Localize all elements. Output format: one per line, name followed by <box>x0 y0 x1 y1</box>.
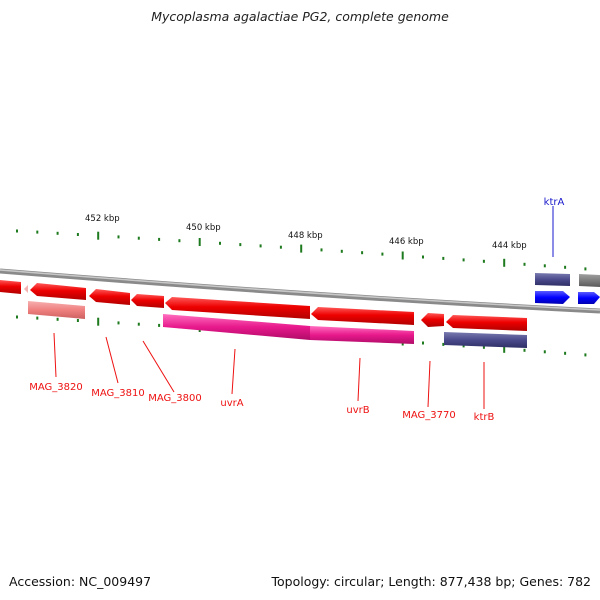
lower-tick-mark <box>523 348 526 352</box>
upper-tick-mark <box>320 248 323 252</box>
upper-tick-mark <box>16 229 18 233</box>
MAG_3820-gene[interactable] <box>30 283 86 300</box>
upper-tick-mark <box>381 252 384 256</box>
lower-tick-mark <box>422 341 424 345</box>
upper-tick-mark <box>117 235 120 239</box>
ktrB-gene[interactable] <box>446 315 527 331</box>
lower-tick-mark <box>117 321 120 325</box>
forward-gene-blue-2[interactable] <box>578 292 600 304</box>
MAG_3820-label: MAG_3820 <box>29 382 83 393</box>
lower-tick-mark <box>137 322 140 326</box>
lower-tick-mark <box>482 345 485 349</box>
lower-tick-mark <box>97 317 100 326</box>
upper-tick-mark <box>97 231 100 240</box>
upper-tick-mark <box>361 251 364 255</box>
genome-stats-text: Topology: circular; Length: 877,438 bp; … <box>271 574 592 589</box>
lower-tick-mark <box>503 344 506 353</box>
upper-tick-mark <box>219 241 221 245</box>
upper-tick-mark <box>198 238 201 246</box>
lower-tick-mark <box>56 317 59 321</box>
uvrA-feature[interactable] <box>163 314 310 340</box>
upper-tick-mark <box>300 244 303 253</box>
ktrA-label: ktrA <box>544 197 565 208</box>
upper-tick-mark <box>340 249 343 253</box>
uvrA-gene[interactable] <box>165 297 310 319</box>
lower-tick-mark <box>16 315 18 319</box>
kbp-label-452: 452 kbp <box>85 214 120 224</box>
map-title: Mycoplasma agalactiae PG2, complete geno… <box>151 9 449 24</box>
lower-tick-mark <box>462 344 465 348</box>
uvrA-callout-line <box>231 348 236 395</box>
upper-tick-mark <box>239 243 242 247</box>
MAG_3800-gene[interactable] <box>131 294 164 308</box>
MAG_3810-gene[interactable] <box>89 289 130 305</box>
upper-tick-mark <box>76 233 79 236</box>
kbp-label-450: 450 kbp <box>186 223 221 233</box>
lower-tick-mark <box>543 350 546 354</box>
upper-tick-mark <box>482 259 485 263</box>
upper-tick-mark <box>564 265 567 269</box>
MAG_3770-label: MAG_3770 <box>402 410 456 421</box>
genome-backbone-highlight <box>0 269 600 311</box>
upper-tick-mark <box>56 231 59 235</box>
lower-tick-mark <box>158 323 161 327</box>
accession-text: Accession: NC_009497 <box>9 574 152 589</box>
upper-tick-mark <box>158 237 161 241</box>
reverse-gene-faint <box>24 285 28 293</box>
uvrA-label: uvrA <box>220 398 243 409</box>
upper-tick-mark <box>523 262 526 266</box>
upper-tick-mark <box>137 236 140 240</box>
uvrB-label: uvrB <box>346 405 369 416</box>
upper-tick-mark <box>178 239 181 243</box>
upper-tick-mark <box>442 256 445 260</box>
upper-tick-mark <box>584 267 587 271</box>
MAG_3800-callout-line <box>142 340 175 393</box>
upper-tick-mark <box>401 251 404 260</box>
MAG_3820-feature[interactable] <box>28 301 85 319</box>
upper-tick-mark <box>279 245 282 249</box>
ktrB-label: ktrB <box>474 412 495 423</box>
MAG_3770-gene[interactable] <box>421 313 444 327</box>
ktrB-feature[interactable] <box>444 332 527 348</box>
lower-tick-mark <box>76 319 79 322</box>
upper-tick-track <box>16 229 587 271</box>
MAG_3770-callout-line <box>427 360 431 408</box>
lower-tick-mark <box>36 316 39 320</box>
uvrB-callout-line <box>357 357 361 402</box>
MAG_3800-label: MAG_3800 <box>148 393 202 404</box>
genome-backbone <box>0 268 600 314</box>
upper-tick-mark <box>543 264 546 268</box>
lower-tick-mark <box>442 342 445 346</box>
kbp-label-448: 448 kbp <box>288 231 323 241</box>
lower-tick-mark <box>564 351 567 355</box>
upper-tick-mark <box>36 230 39 234</box>
uvrB-gene[interactable] <box>311 307 414 325</box>
reverse-gene-edge[interactable] <box>0 280 21 294</box>
MAG_3820-callout-line <box>53 332 57 378</box>
kbp-label-444: 444 kbp <box>492 241 527 251</box>
ktrA-gene[interactable] <box>535 273 570 286</box>
uvrB-feature[interactable] <box>310 326 414 344</box>
upper-tick-mark <box>259 244 262 248</box>
forward-gene-blue-1[interactable] <box>535 291 570 304</box>
upper-tick-mark <box>422 255 424 259</box>
kbp-label-446: 446 kbp <box>389 237 424 247</box>
MAG_3810-label: MAG_3810 <box>91 388 145 399</box>
MAG_3810-callout-line <box>105 336 119 384</box>
forward-gene-gray[interactable] <box>579 274 600 287</box>
upper-tick-mark <box>462 258 465 262</box>
lower-tick-mark <box>584 353 587 357</box>
upper-tick-mark <box>503 258 506 267</box>
